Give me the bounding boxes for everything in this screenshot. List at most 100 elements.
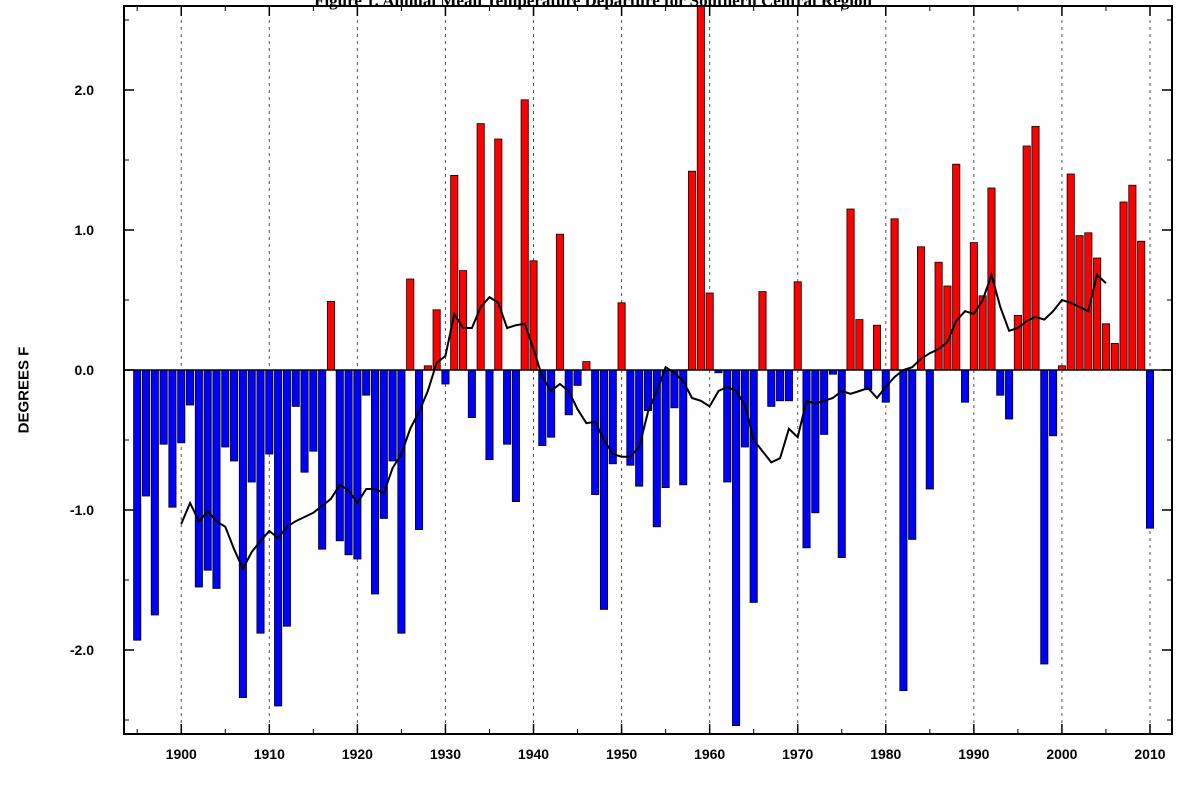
bar-1983 [908,369,917,540]
bar-1990 [969,242,978,371]
bar-1979 [872,324,881,371]
bar-1981 [890,218,899,371]
bar-1905 [221,369,230,448]
bar-2009 [1137,240,1146,371]
bar-1967 [767,369,776,407]
bar-1994 [1005,369,1014,420]
bar-1947 [591,369,600,495]
bar-1909 [256,369,265,634]
bar-1897 [150,369,159,616]
bar-1991 [978,295,987,371]
bar-1948 [599,369,608,610]
y-tick-label-3: 1.0 [75,222,95,238]
y-tick-label-2: 0.0 [75,362,95,378]
x-tick-label-1980: 1980 [870,746,901,762]
bar-1984 [916,246,926,371]
bar-2010 [1145,369,1154,529]
bar-1916 [318,369,327,550]
bar-1966 [758,291,767,371]
x-tick-label-1970: 1970 [782,746,813,762]
bar-1937 [503,369,512,445]
x-tick-label-1900: 1900 [166,746,197,762]
bar-1985 [925,369,934,490]
bar-1919 [344,369,353,556]
bar-1951 [626,369,635,466]
series-line-smoothed [180,271,1107,572]
x-tick-label-1960: 1960 [694,746,725,762]
bar-1963 [732,369,741,727]
bar-2005 [1101,323,1110,371]
bar-1921 [362,369,371,396]
bar-1908 [247,369,256,483]
bar-1896 [142,369,151,497]
bar-1969 [784,369,793,402]
bar-1952 [635,369,644,487]
bar-1910 [265,369,274,455]
bar-1977 [855,319,864,371]
bar-1903 [203,369,212,571]
bar-2008 [1128,184,1137,371]
bar-1920 [353,369,362,560]
bar-1898 [159,369,168,445]
bar-1914 [300,369,309,473]
bar-1960 [705,292,714,371]
y-tick-label-1: -1.0 [70,502,94,518]
bar-1918 [335,369,344,542]
bar-2002 [1075,235,1084,371]
bar-1995 [1013,314,1022,371]
bar-1976 [846,208,855,371]
bar-1968 [776,369,785,402]
x-tick-label-1920: 1920 [342,746,373,762]
x-tick-label-1950: 1950 [606,746,637,762]
bar-1904 [212,369,221,589]
bar-1996 [1022,145,1031,371]
bar-2007 [1119,201,1128,371]
bar-1970 [793,281,802,371]
bar-1923 [379,369,388,519]
bar-1978 [864,369,873,391]
bar-1906 [230,369,239,462]
bar-1999 [1049,369,1058,437]
bar-1902 [194,369,203,588]
bar-1950 [617,302,626,371]
bar-2006 [1110,342,1119,371]
x-tick-label-1930: 1930 [430,746,461,762]
bar-1943 [555,233,564,371]
bar-1926 [406,278,415,371]
bar-1935 [485,369,494,460]
x-tick-label-2010: 2010 [1134,746,1165,762]
bar-1971 [802,369,811,549]
bar-1901 [186,369,195,406]
bar-1992 [987,187,996,371]
bar-1899 [168,369,177,508]
bar-1924 [388,369,397,462]
bar-1915 [309,369,318,452]
y-tick-label-0: -2.0 [70,642,94,658]
bar-1989 [961,369,970,403]
bar-1972 [811,369,820,514]
bar-1925 [397,369,406,634]
bar-1965 [749,369,758,603]
bar-1895 [133,369,142,641]
bar-1987 [943,285,952,371]
bar-1955 [661,369,670,488]
bar-1936 [494,138,503,371]
bar-1940 [529,260,538,371]
bar-1982 [899,369,908,692]
bar-1912 [282,369,291,627]
bar-1930 [441,369,450,385]
bar-1900 [177,369,186,444]
bar-1946 [582,361,591,371]
bar-1988 [952,163,961,371]
bar-1997 [1031,126,1040,371]
bar-1993 [996,369,1005,396]
bar-1938 [511,369,520,503]
bar-2001 [1066,173,1075,371]
bar-1986 [934,261,943,371]
bar-1907 [238,369,247,699]
bar-1917 [326,300,335,371]
bar-1958 [688,170,697,371]
x-tick-label-2000: 2000 [1046,746,1077,762]
